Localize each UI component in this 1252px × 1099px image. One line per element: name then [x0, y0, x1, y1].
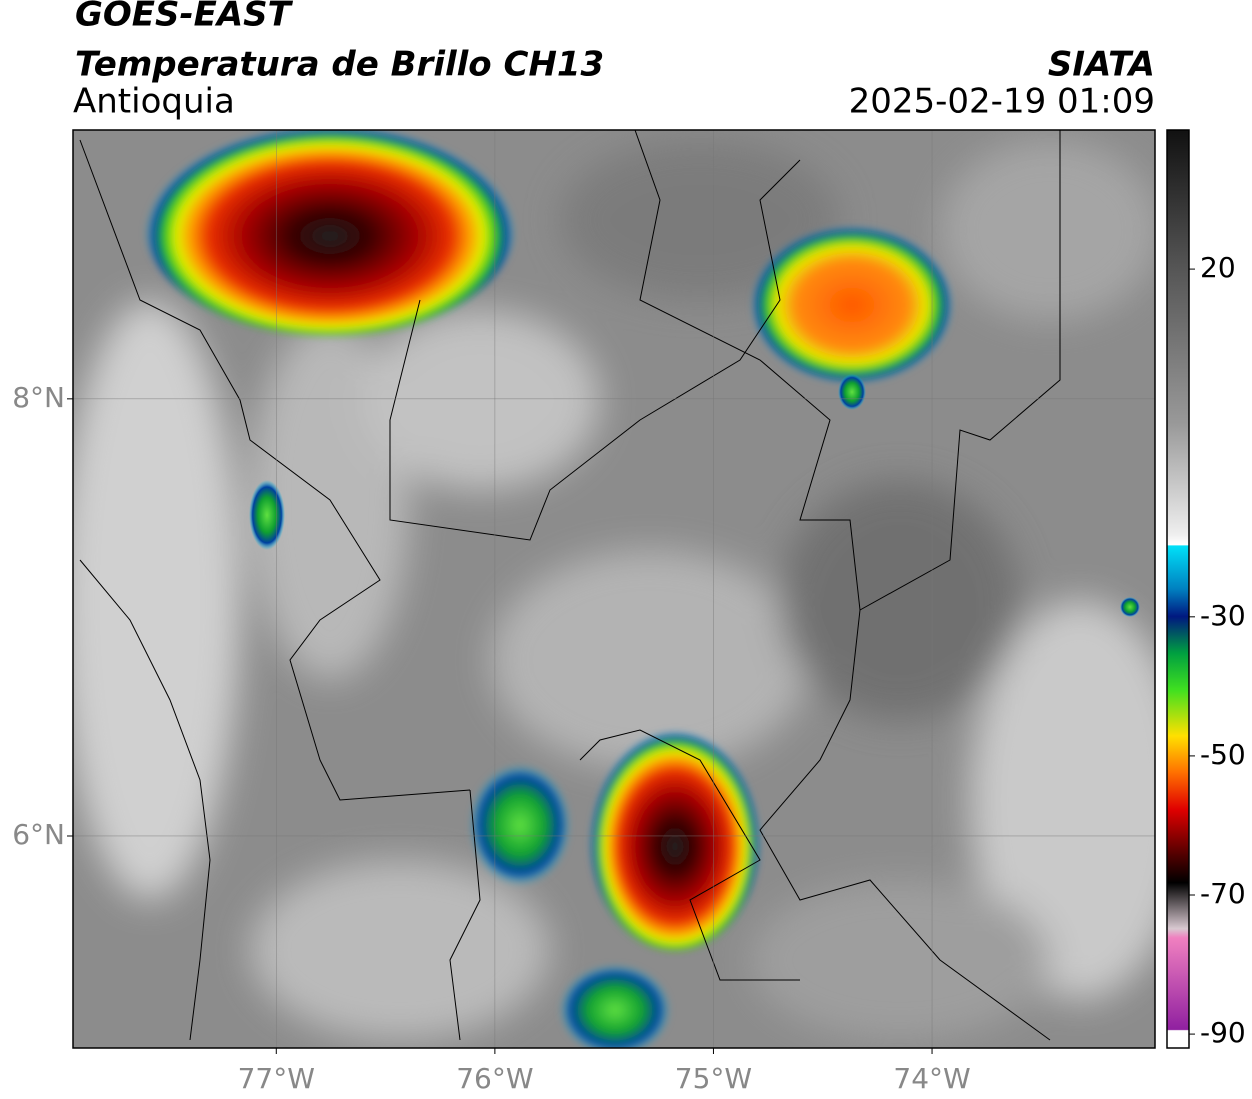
- satellite-title: GOES-EAST: [75, 0, 294, 35]
- colorbar-tick-label: -50: [1200, 738, 1246, 771]
- map-frame: [72, 129, 1156, 1049]
- colorbar-tick-label: -90: [1200, 1016, 1246, 1049]
- product-title: Temperatura de Brillo CH13: [75, 45, 604, 85]
- x-tick-label: 76°W: [456, 1062, 533, 1095]
- y-tick-label: 6°N: [12, 818, 65, 851]
- colorbar-tick-label: 20: [1200, 251, 1236, 284]
- colorbar-tick-label: -30: [1200, 599, 1246, 632]
- colorbar-tick-label: -70: [1200, 877, 1246, 910]
- x-tick-label: 77°W: [238, 1062, 315, 1095]
- map-grid: [67, 130, 1155, 1054]
- region: Antioquia: [73, 82, 235, 122]
- source: SIATA: [1048, 45, 1155, 85]
- satellite-image: [73, 130, 1155, 1048]
- x-tick-label: 75°W: [675, 1062, 752, 1095]
- y-tick-label: 8°N: [12, 381, 65, 414]
- x-tick-label: 74°W: [893, 1062, 970, 1095]
- datetime: 2025-02-19 01:09: [849, 82, 1155, 122]
- colorbar-ticks: 20 -30 -50 -70 -90: [1189, 251, 1246, 1049]
- colorbar: [1166, 129, 1190, 1049]
